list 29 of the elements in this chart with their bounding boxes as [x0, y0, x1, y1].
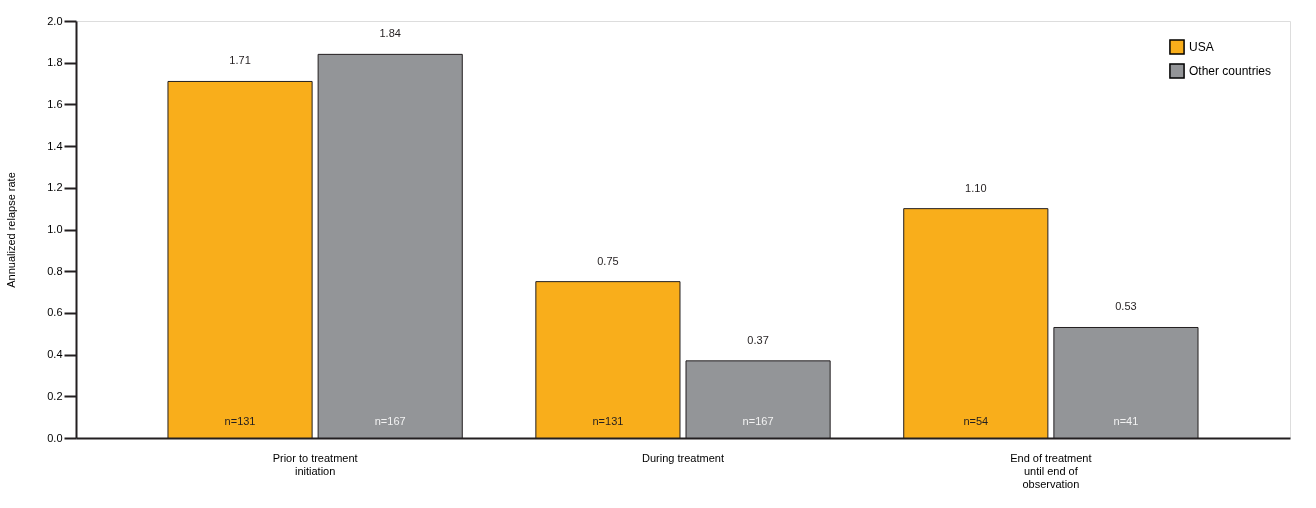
annotation: n=167	[374, 415, 406, 427]
y-tick-label: 1.4	[47, 139, 63, 152]
text: 1.84	[379, 27, 401, 40]
y-tick-label: 2.0	[47, 14, 63, 27]
y-tick-label: 0.2	[47, 389, 63, 402]
annotation: n=131	[592, 415, 624, 427]
y-tick-label: 0.4	[47, 348, 63, 361]
y-tick-label: 0.0	[47, 431, 63, 444]
annotation: n=131	[224, 415, 256, 427]
y-tick-label: 0.6	[47, 306, 63, 319]
x-tick-label: End of treatment until end of observation	[1010, 451, 1092, 490]
y-tick-label: 1.2	[47, 181, 63, 194]
annotation: n=167	[742, 415, 774, 427]
y-tick-label: 0.8	[47, 264, 63, 277]
y-axis-title: Annualized relapse rate	[5, 172, 18, 288]
text: 1.71	[229, 54, 251, 67]
annotation: n=54	[963, 415, 989, 427]
legend-label: Other countries	[1189, 64, 1272, 78]
text: 0.53	[1115, 300, 1137, 313]
legend-label: USA	[1189, 40, 1214, 54]
text: 0.37	[747, 333, 769, 346]
y-tick-label: 1.8	[47, 56, 63, 69]
annotation: n=41	[1113, 415, 1139, 427]
x-tick-label: During treatment	[642, 451, 724, 464]
x-tick-label: Prior to treatment initiation	[272, 451, 358, 477]
y-tick-label: 1.6	[47, 97, 63, 110]
text: 1.10	[965, 181, 987, 194]
y-tick-label: 1.0	[47, 223, 63, 235]
text: 0.75	[597, 254, 619, 267]
